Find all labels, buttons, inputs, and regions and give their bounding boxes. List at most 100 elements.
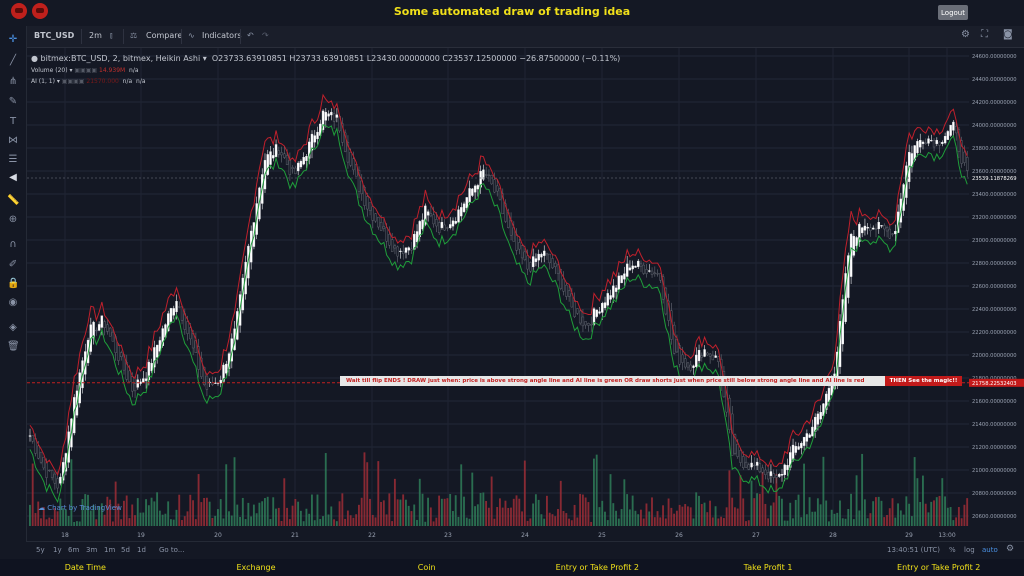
candle-body bbox=[133, 383, 137, 392]
candle-body bbox=[288, 159, 292, 175]
footer-entry-take-profit-2[interactable]: Entry or Take Profit 2 bbox=[555, 563, 640, 572]
candle-body bbox=[415, 231, 419, 243]
volume-bar bbox=[297, 501, 300, 526]
volume-bar bbox=[922, 475, 924, 526]
undo-icon[interactable]: ↶ bbox=[247, 31, 254, 40]
chevron-down-icon[interactable]: ▾ bbox=[69, 67, 73, 74]
indicators-button[interactable]: Indicators bbox=[202, 31, 242, 40]
candle-body bbox=[747, 464, 750, 470]
volume-bar bbox=[758, 493, 761, 526]
camera-icon[interactable]: ◙ bbox=[1003, 29, 1013, 40]
volume-label[interactable]: Volume (20) bbox=[31, 67, 68, 74]
goto-button[interactable]: Go to... bbox=[159, 546, 185, 554]
candle-body bbox=[501, 193, 504, 215]
volume-bar bbox=[786, 520, 789, 526]
percent-toggle[interactable]: % bbox=[949, 546, 956, 554]
settings-gear-icon[interactable]: ⚙ bbox=[1006, 544, 1015, 554]
ai-label[interactable]: AI (1, 1) bbox=[31, 78, 55, 85]
volume-bar bbox=[800, 517, 803, 526]
range-6m[interactable]: 6m bbox=[68, 546, 80, 554]
series-dropdown-icon[interactable]: ● bbox=[31, 54, 38, 63]
utc-time[interactable]: 13:40:51 (UTC) bbox=[887, 546, 941, 554]
candle-body bbox=[490, 175, 493, 185]
volume-bar bbox=[87, 494, 89, 526]
eye-icon[interactable]: ◉ bbox=[8, 297, 18, 308]
volume-bar bbox=[872, 501, 875, 526]
candle-body bbox=[805, 433, 809, 442]
tradingview-watermark[interactable]: ☁ Chart by TradingView bbox=[38, 504, 122, 512]
compare-button[interactable]: Compare bbox=[146, 31, 183, 40]
candle-body bbox=[963, 151, 966, 163]
symbol-search[interactable]: BTC_USD bbox=[34, 31, 75, 40]
volume-bar bbox=[772, 502, 775, 526]
time-tick-label: 29 bbox=[905, 532, 913, 539]
footer-entry-take-profit-2[interactable]: Entry or Take Profit 2 bbox=[897, 563, 981, 572]
footer-date-time[interactable]: Date Time bbox=[64, 563, 106, 572]
footer-take-profit-1[interactable]: Take Profit 1 bbox=[743, 563, 793, 572]
ruler-icon[interactable]: 📏 bbox=[7, 195, 20, 206]
price-chart[interactable] bbox=[27, 48, 969, 526]
stay-drawing-icon[interactable]: ✐ bbox=[8, 259, 18, 270]
volume-bar bbox=[634, 510, 637, 526]
volume-bar bbox=[214, 515, 217, 526]
volume-bar bbox=[792, 518, 794, 526]
candle-body bbox=[266, 154, 269, 175]
compare-icon[interactable]: ⚖ bbox=[130, 31, 138, 40]
pitchfork-icon[interactable]: ⋔ bbox=[8, 76, 18, 87]
footer-exchange[interactable]: Exchange bbox=[236, 563, 276, 572]
fib-icon[interactable]: ☰ bbox=[8, 154, 18, 165]
price-axis[interactable]: 24600.00000000 24400.00000000 24200.000000… bbox=[969, 48, 1024, 526]
settings-gear-icon[interactable]: ⚙ bbox=[961, 29, 970, 40]
time-tick-label: 28 bbox=[829, 532, 837, 539]
candle-body bbox=[92, 321, 95, 339]
legend-buttons-icon[interactable]: ▣▣▣▣ bbox=[74, 67, 98, 74]
volume-bar bbox=[305, 508, 308, 526]
volume-bar bbox=[739, 475, 742, 526]
range-1d[interactable]: 1d bbox=[137, 546, 146, 554]
volume-bar bbox=[836, 512, 839, 526]
time-axis[interactable]: 18 19 20 21 22 23 24 25 26 27 28 29 13:00 bbox=[27, 526, 969, 540]
ohlc-values: O23733.63910851 H23733.63910851 L23430.0… bbox=[211, 54, 621, 63]
range-5d[interactable]: 5d bbox=[121, 546, 130, 554]
candle-body bbox=[498, 188, 502, 200]
lock-icon[interactable]: 🔒 bbox=[7, 278, 20, 289]
log-toggle[interactable]: log bbox=[964, 546, 975, 554]
range-5y[interactable]: 5y bbox=[36, 546, 45, 554]
candle-style-icon[interactable]: ⫾ bbox=[110, 31, 113, 40]
auto-toggle[interactable]: auto bbox=[982, 546, 998, 554]
trash-icon[interactable]: 🗑 bbox=[7, 341, 20, 352]
redo-icon[interactable]: ↷ bbox=[262, 31, 269, 40]
crosshair-icon[interactable]: ✛ bbox=[8, 34, 18, 45]
chevron-down-icon[interactable]: ▾ bbox=[56, 78, 60, 85]
volume-bar bbox=[601, 500, 604, 526]
candle-body bbox=[462, 203, 466, 212]
range-1y[interactable]: 1y bbox=[53, 546, 62, 554]
pattern-icon[interactable]: ⋈ bbox=[8, 135, 18, 146]
arrow-left-icon[interactable]: ◀ bbox=[9, 172, 17, 183]
logout-button[interactable]: Logout bbox=[938, 5, 968, 20]
legend-buttons-icon[interactable]: ▣▣▣▣ bbox=[61, 78, 85, 85]
candle-body bbox=[938, 141, 941, 146]
chart-pane[interactable]: ● bitmex:BTC_USD, 2, bitmex, Heikin Ashi… bbox=[27, 48, 969, 526]
volume-bar bbox=[388, 493, 391, 526]
candle-body bbox=[366, 196, 369, 210]
indicators-icon[interactable]: ∿ bbox=[188, 31, 195, 40]
interval-selector[interactable]: 2m bbox=[89, 31, 102, 40]
zoom-in-icon[interactable]: ⊕ bbox=[8, 214, 18, 225]
volume-bar bbox=[753, 498, 756, 526]
range-1m[interactable]: 1m bbox=[104, 546, 116, 554]
brush-icon[interactable]: ✎ bbox=[8, 96, 18, 107]
candle-body bbox=[515, 234, 518, 251]
text-icon[interactable]: T bbox=[9, 116, 17, 127]
range-3m[interactable]: 3m bbox=[86, 546, 98, 554]
chevron-down-icon[interactable]: ▾ bbox=[202, 54, 207, 63]
magnet-icon[interactable]: ∩ bbox=[9, 239, 17, 250]
volume-bar bbox=[656, 511, 659, 526]
volume-bar bbox=[402, 494, 405, 526]
volume-bar bbox=[319, 518, 322, 526]
volume-bar bbox=[429, 507, 432, 526]
layers-icon[interactable]: ◈ bbox=[9, 322, 17, 333]
fullscreen-icon[interactable]: ⛶ bbox=[981, 29, 988, 40]
trend-line-icon[interactable]: ╱ bbox=[9, 55, 17, 66]
footer-coin[interactable]: Coin bbox=[417, 563, 436, 572]
